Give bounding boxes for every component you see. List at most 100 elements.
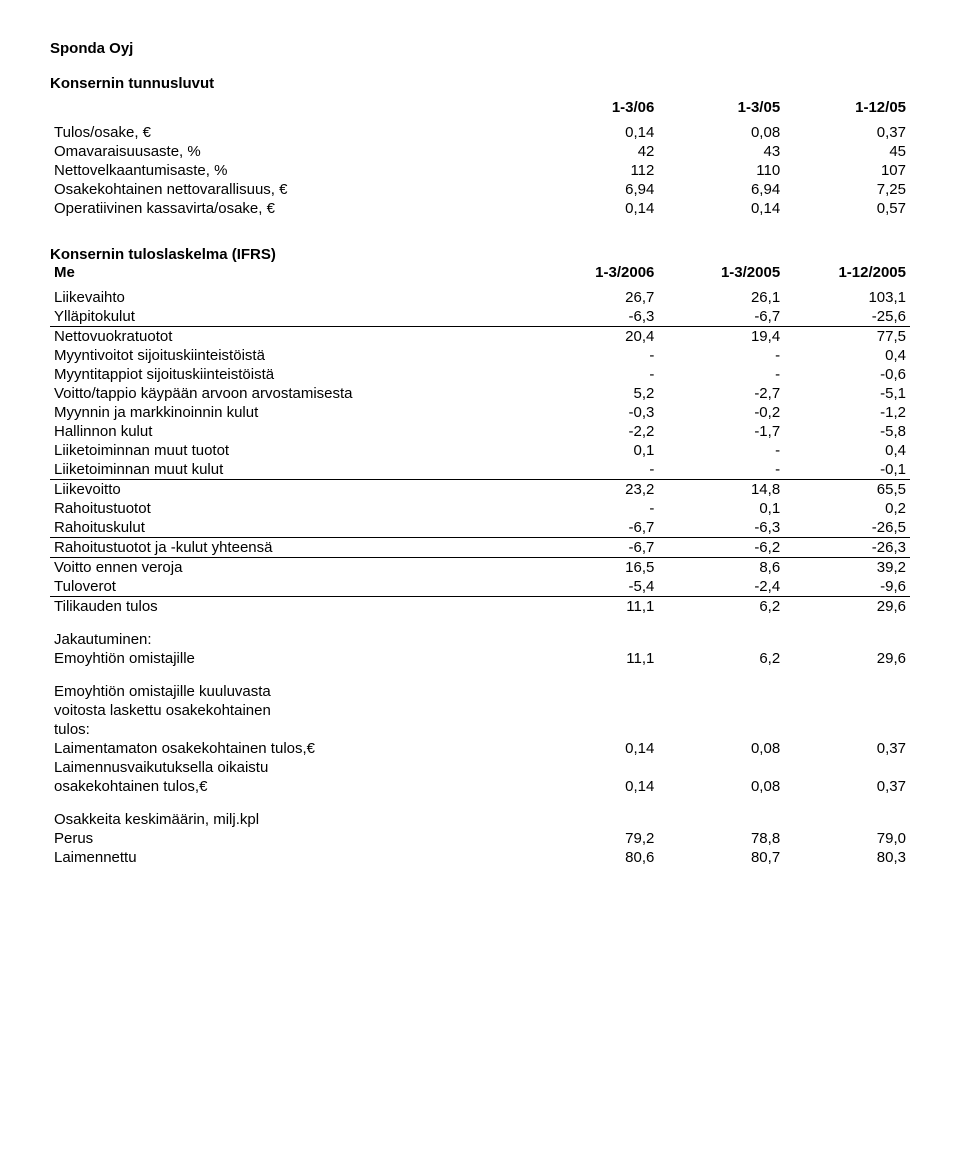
col-header: 1-3/05 — [658, 98, 784, 117]
row-value: 78,8 — [658, 829, 784, 848]
row-value: 26,7 — [533, 288, 659, 307]
row-value: 29,6 — [784, 597, 910, 617]
row-label: Rahoitustuotot — [50, 499, 533, 518]
row-label: Tuloverot — [50, 577, 533, 597]
row-value: 0,4 — [784, 441, 910, 460]
row-value: - — [658, 460, 784, 480]
table-row: Liikevoitto23,214,865,5 — [50, 480, 910, 500]
table-row: Laimennettu80,680,780,3 — [50, 848, 910, 867]
row-value: - — [533, 460, 659, 480]
table-row: Emoyhtiön omistajille11,16,229,6 — [50, 649, 910, 668]
row-value: 11,1 — [533, 597, 659, 617]
row-value: -5,1 — [784, 384, 910, 403]
row-value: -0,6 — [784, 365, 910, 384]
row-value: -6,7 — [658, 307, 784, 327]
row-label: Rahoituskulut — [50, 518, 533, 538]
row-label: Ylläpitokulut — [50, 307, 533, 327]
row-label: Tilikauden tulos — [50, 597, 533, 617]
row-value: 42 — [533, 142, 659, 161]
row-value: 0,1 — [533, 441, 659, 460]
key-figures-table: 1-3/06 1-3/05 1-12/05 Tulos/osake, €0,14… — [50, 98, 910, 218]
row-value: -0,1 — [784, 460, 910, 480]
row-value: -26,3 — [784, 538, 910, 558]
row-value: 39,2 — [784, 558, 910, 578]
row-value: 0,37 — [784, 777, 910, 796]
row-label: Rahoitustuotot ja -kulut yhteensä — [50, 538, 533, 558]
row-label: Operatiivinen kassavirta/osake, € — [50, 199, 533, 218]
row-value: -25,6 — [784, 307, 910, 327]
table-row: Rahoitustuotot-0,10,2 — [50, 499, 910, 518]
table-row: Operatiivinen kassavirta/osake, €0,140,1… — [50, 199, 910, 218]
col-header: 1-12/2005 — [784, 263, 910, 282]
row-label: Laimennettu — [50, 848, 533, 867]
row-value: 0,14 — [533, 123, 659, 142]
unit-label: Me — [50, 263, 533, 282]
key-figures-title: Konsernin tunnusluvut — [50, 75, 910, 92]
row-value: 23,2 — [533, 480, 659, 500]
row-value: -6,7 — [533, 518, 659, 538]
row-label: Liikevoitto — [50, 480, 533, 500]
row-value: - — [658, 365, 784, 384]
row-value: -1,7 — [658, 422, 784, 441]
row-value: 6,2 — [658, 597, 784, 617]
row-value: 0,37 — [784, 123, 910, 142]
row-label: Liiketoiminnan muut kulut — [50, 460, 533, 480]
row-value: 0,14 — [658, 199, 784, 218]
row-value: 77,5 — [784, 327, 910, 347]
eps-intro-line: tulos: — [50, 720, 533, 739]
row-label: Laimentamaton osakekohtainen tulos,€ — [50, 739, 533, 758]
table-header-row: 1-3/06 1-3/05 1-12/05 — [50, 98, 910, 117]
row-value: 0,37 — [784, 739, 910, 758]
row-label: Myynnin ja markkinoinnin kulut — [50, 403, 533, 422]
row-value: 0,14 — [533, 777, 659, 796]
col-header: 1-12/05 — [784, 98, 910, 117]
table-row: Omavaraisuusaste, %424345 — [50, 142, 910, 161]
row-value: -6,7 — [533, 538, 659, 558]
table-row: Laimennusvaikutuksella oikaistu — [50, 758, 910, 777]
col-header: 1-3/2005 — [658, 263, 784, 282]
row-value: 0,08 — [658, 777, 784, 796]
shares-title: Osakkeita keskimäärin, milj.kpl — [50, 810, 533, 829]
row-value: 79,2 — [533, 829, 659, 848]
row-value: -0,2 — [658, 403, 784, 422]
table-row: Tulos/osake, €0,140,080,37 — [50, 123, 910, 142]
row-value: 0,14 — [533, 199, 659, 218]
row-value: 112 — [533, 161, 659, 180]
col-header: 1-3/2006 — [533, 263, 659, 282]
table-row: Voitto ennen veroja16,58,639,2 — [50, 558, 910, 578]
row-value: 6,94 — [533, 180, 659, 199]
row-label: Perus — [50, 829, 533, 848]
row-value: 6,94 — [658, 180, 784, 199]
row-label: Emoyhtiön omistajille — [50, 649, 533, 668]
row-value: 0,4 — [784, 346, 910, 365]
row-value: 11,1 — [533, 649, 659, 668]
row-value: 45 — [784, 142, 910, 161]
row-value: 107 — [784, 161, 910, 180]
row-value: 19,4 — [658, 327, 784, 347]
row-value: 8,6 — [658, 558, 784, 578]
row-label: Liiketoiminnan muut tuotot — [50, 441, 533, 460]
income-statement-title: Konsernin tuloslaskelma (IFRS) — [50, 246, 910, 263]
row-label: Hallinnon kulut — [50, 422, 533, 441]
row-label: Nettovuokratuotot — [50, 327, 533, 347]
row-label: Myyntivoitot sijoituskiinteistöistä — [50, 346, 533, 365]
allocation-title-row: Jakautuminen: — [50, 630, 910, 649]
row-value: 0,1 — [658, 499, 784, 518]
row-value: 80,3 — [784, 848, 910, 867]
row-value: 26,1 — [658, 288, 784, 307]
row-label: Osakekohtainen nettovarallisuus, € — [50, 180, 533, 199]
eps-intro-row: tulos: — [50, 720, 910, 739]
income-statement-table: Me 1-3/2006 1-3/2005 1-12/2005 Liikevaih… — [50, 263, 910, 867]
row-value: 43 — [658, 142, 784, 161]
row-value: - — [658, 441, 784, 460]
table-row: Rahoituskulut-6,7-6,3-26,5 — [50, 518, 910, 538]
table-row: Liikevaihto26,726,1103,1 — [50, 288, 910, 307]
row-value: -5,4 — [533, 577, 659, 597]
row-value: 65,5 — [784, 480, 910, 500]
shares-title-row: Osakkeita keskimäärin, milj.kpl — [50, 810, 910, 829]
row-value: 0,2 — [784, 499, 910, 518]
table-row: Laimentamaton osakekohtainen tulos,€0,14… — [50, 739, 910, 758]
row-label: Omavaraisuusaste, % — [50, 142, 533, 161]
row-label: osakekohtainen tulos,€ — [50, 777, 533, 796]
row-value: -2,2 — [533, 422, 659, 441]
